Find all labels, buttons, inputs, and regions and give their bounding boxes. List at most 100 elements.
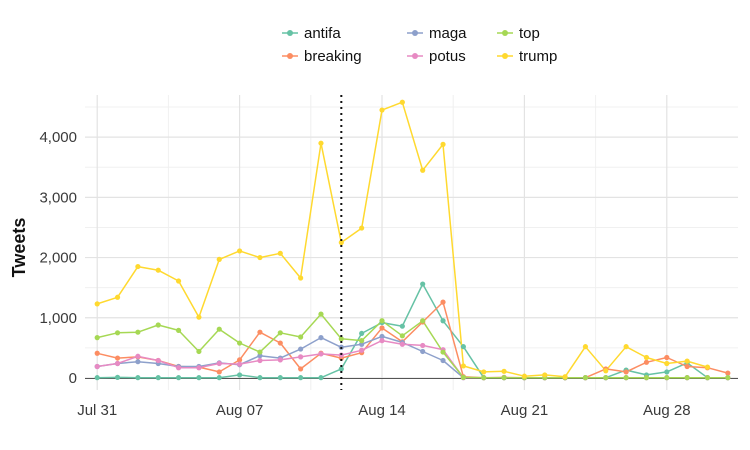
data-point-top [175, 327, 182, 333]
data-point-trump [216, 256, 222, 262]
data-point-maga [318, 335, 324, 341]
data-point-top [216, 326, 222, 332]
data-point-trump [481, 369, 487, 375]
y-tick-label: 1,000 [39, 310, 77, 327]
data-point-breaking [684, 363, 690, 370]
data-point-top [582, 375, 589, 381]
data-point-breaking [298, 366, 304, 372]
data-point-trump [542, 372, 548, 378]
data-point-antifa [114, 374, 121, 380]
data-point-breaking [114, 355, 121, 361]
data-point-trump [704, 364, 711, 370]
data-point-breaking [257, 329, 263, 335]
data-point-antifa [196, 375, 202, 381]
data-point-top [440, 349, 446, 355]
y-tick-label: 2,000 [39, 250, 77, 267]
data-point-trump [338, 239, 344, 246]
x-tick-label: Aug 28 [643, 402, 691, 419]
data-point-trump [175, 278, 182, 284]
data-point-antifa [338, 366, 344, 372]
data-point-breaking [664, 354, 670, 361]
data-point-potus [237, 361, 243, 367]
data-point-antifa [359, 330, 365, 337]
data-point-trump [257, 254, 263, 261]
data-point-potus [155, 357, 161, 364]
data-point-trump [298, 275, 304, 281]
data-point-antifa [237, 372, 243, 378]
data-point-breaking [440, 299, 446, 305]
data-point-antifa [664, 369, 670, 375]
data-point-top [114, 330, 121, 336]
data-point-trump [501, 368, 507, 374]
data-point-breaking [277, 340, 283, 346]
data-point-trump [684, 358, 690, 364]
data-point-antifa [175, 375, 182, 381]
data-point-trump [603, 368, 609, 374]
y-tick-label: 0 [69, 370, 77, 387]
data-point-trump [277, 250, 283, 256]
data-point-potus [399, 341, 405, 347]
data-point-antifa [94, 375, 100, 381]
data-point-top [623, 375, 629, 381]
data-point-breaking [237, 357, 243, 363]
data-point-antifa [216, 375, 222, 381]
data-point-breaking [643, 359, 650, 365]
data-point-top [257, 349, 263, 355]
data-point-top [481, 375, 487, 381]
legend-label-trump: trump [519, 48, 557, 65]
data-point-top [420, 318, 426, 324]
legend-label-potus: potus [429, 48, 466, 65]
data-point-potus [196, 365, 202, 371]
data-point-antifa [440, 318, 446, 324]
legend-label-maga: maga [429, 25, 467, 42]
data-point-maga [298, 346, 304, 352]
data-point-top [643, 375, 650, 381]
data-point-antifa [257, 375, 263, 381]
legend-key-dot-antifa [287, 30, 293, 36]
data-point-trump [399, 99, 405, 105]
data-point-top [318, 311, 324, 317]
data-point-trump [643, 354, 650, 361]
data-point-top [603, 375, 609, 381]
y-tick-label: 4,000 [39, 129, 77, 146]
data-point-antifa [460, 344, 466, 350]
data-point-antifa [420, 281, 426, 287]
data-point-trump [562, 374, 568, 380]
data-point-top [684, 375, 690, 381]
data-point-potus [94, 363, 100, 370]
data-point-potus [175, 365, 182, 371]
data-point-top [725, 375, 731, 381]
data-point-top [664, 375, 670, 381]
x-tick-label: Jul 31 [77, 402, 117, 419]
data-point-top [338, 336, 344, 342]
data-point-top [237, 340, 243, 346]
data-point-top [135, 329, 141, 335]
legend-key-dot-breaking [287, 53, 293, 59]
x-tick-label: Aug 14 [358, 402, 406, 419]
data-point-breaking [216, 369, 222, 375]
data-point-trump [664, 360, 670, 367]
x-tick-label: Aug 07 [216, 402, 264, 419]
data-point-trump [94, 301, 100, 307]
data-point-antifa [298, 375, 304, 381]
data-point-top [155, 322, 161, 328]
legend-label-antifa: antifa [304, 25, 341, 42]
data-point-trump [237, 248, 243, 254]
data-point-maga [379, 333, 385, 340]
data-point-potus [359, 347, 365, 353]
data-point-antifa [399, 323, 405, 329]
data-point-trump [155, 267, 161, 273]
data-point-maga [440, 357, 446, 364]
data-point-trump [135, 263, 141, 270]
series-line-antifa [97, 283, 728, 379]
data-point-antifa [135, 375, 141, 381]
data-point-top [277, 330, 283, 336]
data-point-top [704, 375, 711, 381]
data-point-trump [359, 225, 365, 231]
legend-label-breaking: breaking [304, 48, 362, 65]
data-point-trump [379, 107, 385, 113]
data-point-trump [420, 167, 426, 173]
data-point-top [94, 335, 100, 341]
data-point-antifa [318, 375, 324, 381]
